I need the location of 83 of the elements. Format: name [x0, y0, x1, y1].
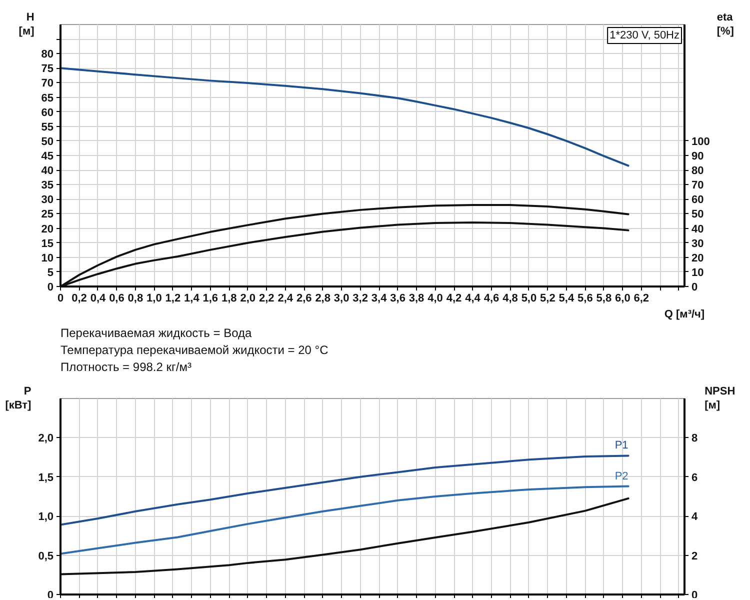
x-tick-label: 0,2 [72, 292, 87, 304]
x-tick-label: 5,8 [596, 292, 612, 304]
y-tick-label: 20 [41, 223, 54, 236]
y-axis-title: P [кВт] [5, 385, 32, 412]
y-tick-label: 5 [47, 266, 54, 279]
x-tick-label: 4,6 [484, 292, 500, 304]
y-tick-label: 80 [41, 48, 54, 61]
y2-tick-label: 2 [692, 550, 698, 562]
y-tick-label: 70 [41, 78, 54, 90]
x-tick-label: 6,2 [634, 292, 650, 304]
x-tick-label: 5,6 [578, 292, 593, 304]
y2-axis-title: eta [%] [716, 11, 734, 38]
x-tick-label: 2,2 [258, 292, 274, 304]
text: Перекачиваемая жидкость = Вода [60, 326, 252, 340]
y2-tick-label: 90 [692, 150, 704, 162]
x-tick-label: 4,2 [446, 292, 462, 304]
series-label: P1 [614, 440, 628, 452]
y-tick-label: 2,0 [38, 432, 54, 445]
x-tick-label: 2,4 [278, 292, 294, 304]
y2-tick-label: 70 [692, 180, 704, 192]
y-tick-label: 10 [41, 252, 54, 264]
line-series [60, 497, 630, 576]
x-tick-label: 2,6 [296, 292, 312, 304]
y-tick-label: 0,5 [38, 550, 54, 562]
y-tick-label: 75 [41, 63, 54, 76]
x-tick-label: 5,2 [540, 292, 556, 304]
x-tick-label: 1,0 [146, 292, 162, 304]
y2-tick-label: 6 [692, 472, 698, 484]
series-label: P2 [614, 470, 628, 482]
x-tick-label: 4,8 [502, 292, 518, 304]
x-tick-label: 4,4 [465, 292, 482, 304]
y2-tick-label: 100 [692, 136, 710, 148]
y-tick-label: 25 [41, 208, 54, 221]
line-series [60, 454, 630, 526]
y2-tick-label: 0 [692, 282, 698, 294]
y-tick-label: 1,5 [38, 472, 54, 484]
y-tick-label: 35 [41, 180, 54, 192]
x-tick-label: 0,6 [109, 292, 124, 304]
x-tick-label: 1,4 [184, 292, 200, 304]
y2-tick-label: 80 [692, 165, 704, 178]
x-tick-label: 0,8 [128, 292, 144, 304]
y-tick-label: 30 [41, 194, 54, 206]
x-tick-label: 2,8 [315, 292, 330, 304]
y2-tick-label: 4 [692, 511, 698, 524]
x-tick-label: 3,2 [352, 292, 368, 304]
line-series [60, 67, 630, 167]
y-tick-label: 15 [41, 238, 54, 250]
x-tick-label: 4,0 [428, 292, 443, 304]
x-tick-label: 5,4 [558, 292, 575, 304]
x-tick-label: 0,4 [90, 292, 107, 304]
y-tick-label: 60 [41, 106, 54, 119]
x-tick-label: 3,4 [371, 292, 388, 304]
chart-title: 1*230 V, 50Hz [610, 30, 680, 42]
y2-tick-label: 10 [692, 266, 704, 279]
y-tick-label: 0 [47, 282, 54, 294]
x-tick-label: 1,2 [165, 292, 181, 304]
y-tick-label: 55 [41, 121, 54, 134]
y-tick-label: 45 [41, 150, 54, 162]
x-tick-label: 0 [57, 292, 64, 304]
y-tick-label: 65 [41, 92, 54, 104]
x-tick-label: 1,8 [222, 292, 237, 304]
x-axis-title: Q [м³/ч] [664, 308, 705, 320]
x-tick-label: 6,0 [615, 292, 630, 304]
y-axis-title: H [м] [18, 11, 35, 38]
y2-tick-label: 60 [692, 194, 704, 206]
y2-axis-title: NPSH [м] [704, 385, 736, 412]
text: Плотность = 998.2 кг/м³ [60, 360, 192, 374]
x-tick-label: 5,0 [521, 292, 537, 304]
y-tick-label: 50 [41, 136, 54, 148]
x-tick-label: 2,0 [240, 292, 256, 304]
y2-tick-label: 50 [692, 208, 704, 221]
line-series [60, 485, 630, 555]
x-tick-label: 1,6 [202, 292, 218, 304]
text: Температура перекачиваемой жидкости = 20 °C [60, 343, 329, 357]
y2-tick-label: 20 [692, 252, 704, 264]
y2-tick-label: 8 [692, 432, 698, 445]
y2-tick-label: 30 [692, 238, 704, 250]
y-tick-label: 40 [41, 165, 54, 178]
x-tick-label: 3,0 [334, 292, 350, 304]
y-tick-label: 1,0 [38, 511, 54, 524]
x-tick-label: 3,8 [408, 292, 424, 304]
x-tick-label: 3,6 [390, 292, 406, 304]
y2-tick-label: 40 [692, 223, 704, 236]
